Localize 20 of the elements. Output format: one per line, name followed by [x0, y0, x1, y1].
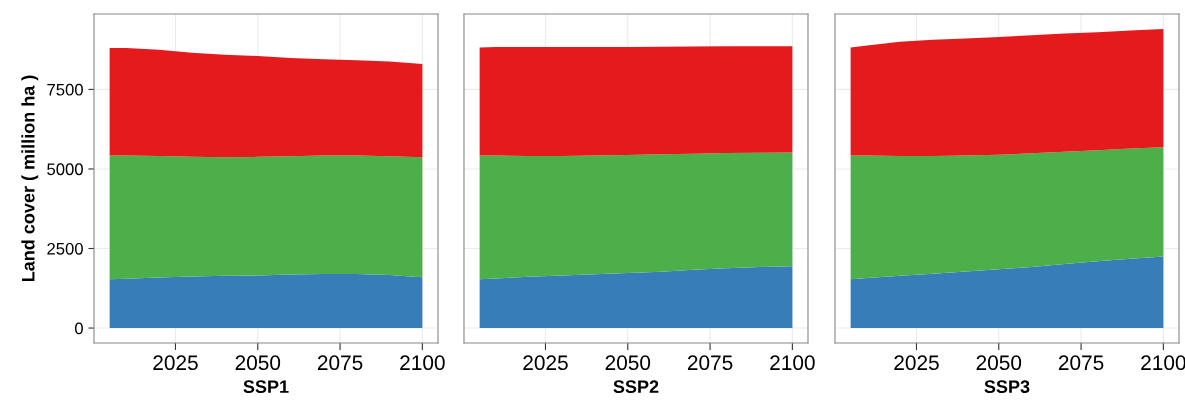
y-axis-title: Land cover ( million ha )	[21, 75, 39, 282]
x-axis-title: SSP3	[984, 380, 1030, 394]
x-tick-label: 2050	[605, 355, 651, 371]
y-tick-label: 2500	[47, 242, 83, 255]
y-tick-label: 5000	[47, 163, 83, 176]
x-tick-label: 2100	[400, 355, 445, 371]
x-tick-label: 2025	[153, 355, 198, 371]
x-tick-label: 2075	[317, 355, 363, 371]
x-tick-label: 2075	[1058, 355, 1104, 371]
y-tick-label: 7500	[47, 83, 83, 96]
x-tick-label: 2050	[976, 355, 1022, 371]
x-tick-label: 2100	[770, 355, 815, 371]
x-axis-title: SSP2	[613, 380, 659, 394]
x-tick-label: 2050	[235, 355, 281, 371]
x-tick-label: 2025	[523, 355, 568, 371]
x-tick-label: 2025	[894, 355, 939, 371]
x-axis-title: SSP1	[243, 380, 289, 394]
x-tick-label: 2100	[1141, 355, 1185, 371]
x-tick-label: 2075	[687, 355, 733, 371]
y-tick-label: 0	[74, 322, 83, 335]
